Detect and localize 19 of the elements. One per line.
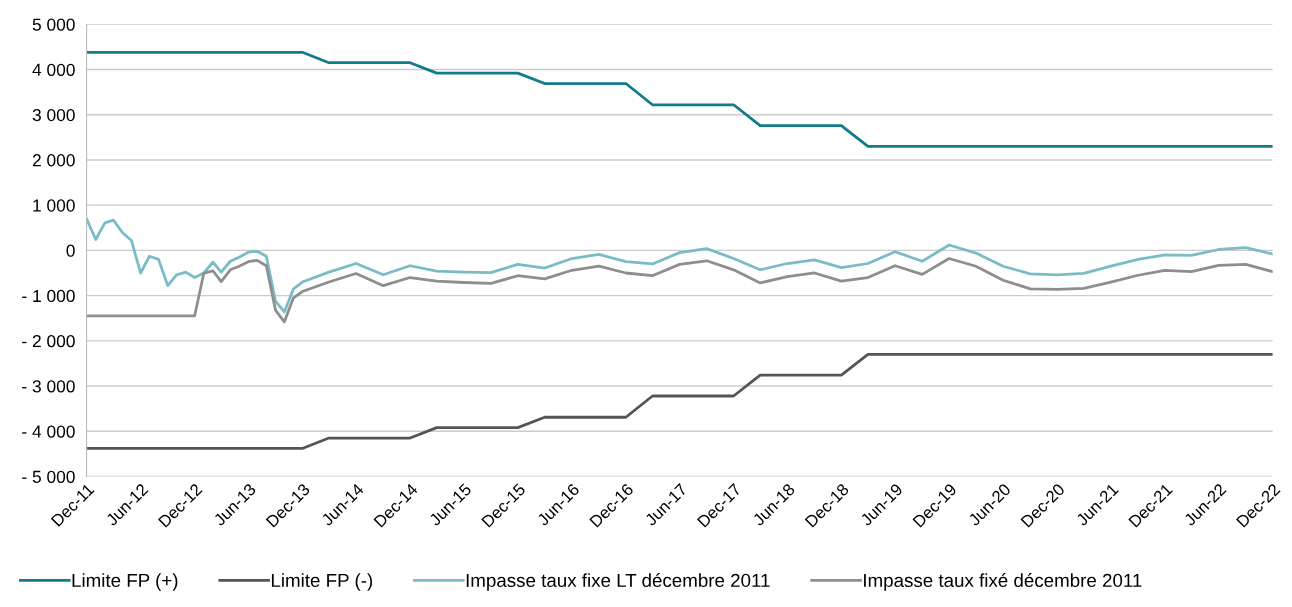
y-tick-label: - 1 000 (22, 289, 75, 303)
y-tick-label: 4 000 (32, 63, 75, 76)
y-tick-label: 0 (66, 244, 75, 257)
y-tick-label: 1 000 (33, 199, 75, 212)
line-series (86, 257, 1273, 324)
y-tick-label: 2 000 (32, 154, 75, 167)
y-tick-label: - 2 000 (22, 335, 75, 348)
line-series (86, 50, 1273, 148)
legend-label: Limite FP (+) (72, 573, 178, 591)
legend-label: Limite FP (-) (271, 573, 373, 591)
legend-label: Impasse taux fixe LT décembre 2011 (466, 573, 770, 591)
y-tick-label: - 3 000 (22, 380, 75, 393)
line-series (86, 217, 1273, 314)
y-tick-label: 3 000 (32, 108, 75, 122)
y-tick-label: - 5 000 (22, 470, 75, 483)
y-tick-label: 5 000 (32, 18, 75, 31)
legend-label: Impasse taux fixé décembre 2011 (864, 573, 1142, 591)
line-series (86, 353, 1273, 450)
y-tick-label: - 4 000 (22, 425, 75, 438)
